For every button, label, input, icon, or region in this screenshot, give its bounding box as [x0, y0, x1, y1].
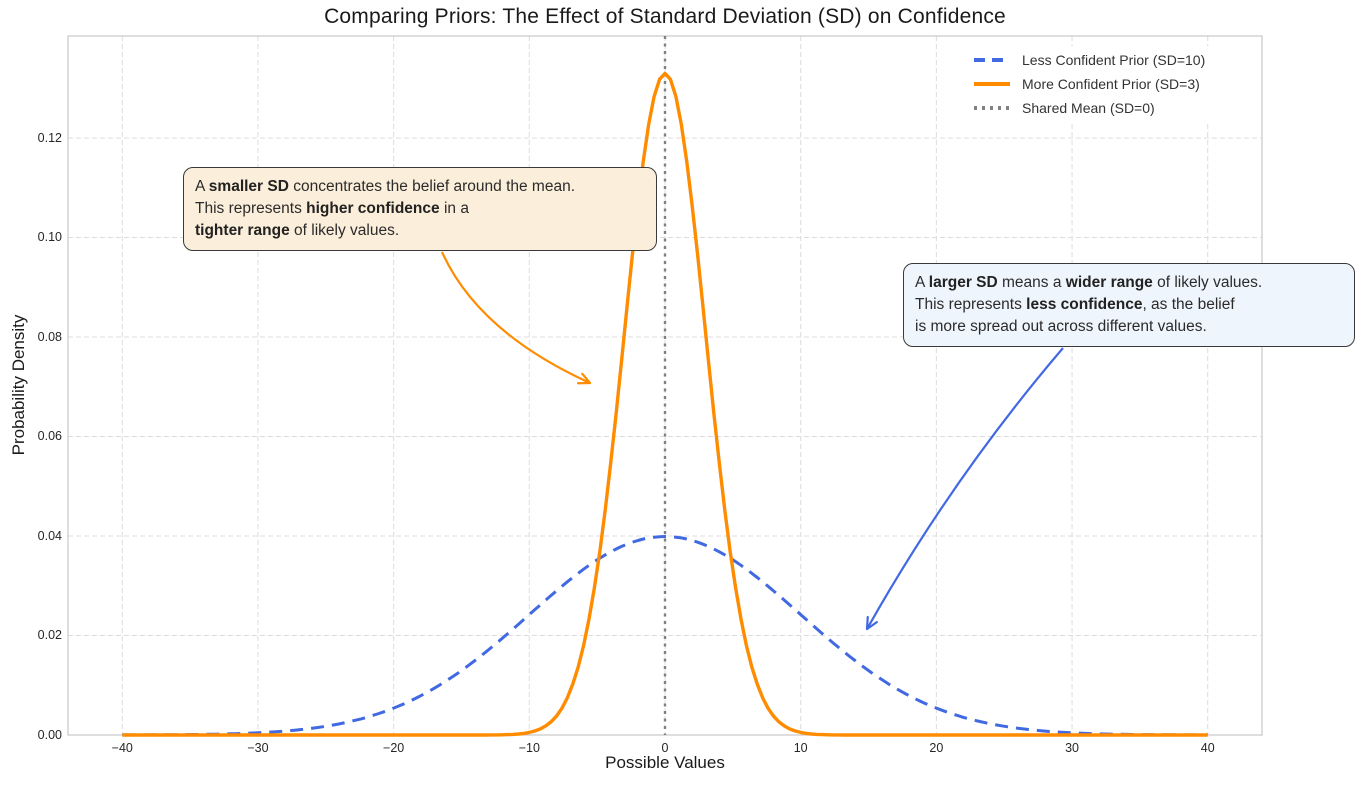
annotation-bold-text: larger SD: [928, 274, 998, 291]
legend-label: Shared Mean (SD=0): [1022, 100, 1155, 116]
curve-less-confident: [122, 535, 1208, 737]
x-tick-label: −20: [383, 741, 405, 755]
annotation-text: This represents: [915, 296, 1027, 313]
annotation-bold-text: tighter range: [195, 222, 290, 239]
annotation-bold-text: smaller SD: [208, 178, 289, 195]
y-tick-label: 0.04: [37, 528, 62, 543]
y-axis-label: Probability Density: [9, 314, 28, 456]
x-tick-label: −30: [247, 741, 269, 755]
x-tick-label: −10: [518, 741, 540, 755]
chart-title: Comparing Priors: The Effect of Standard…: [324, 5, 1006, 28]
annotation-text: in a: [439, 200, 469, 217]
annotation-bold-text: less confidence: [1026, 296, 1143, 313]
y-tick-label: 0.08: [37, 329, 62, 344]
y-tick-label: 0.00: [37, 728, 62, 742]
dashed-line-swatch-icon: [974, 58, 1010, 62]
annotation-text: means a: [997, 274, 1066, 291]
annotation-text: A: [915, 274, 929, 291]
annotation-line: A smaller SD concentrates the belief aro…: [195, 176, 645, 198]
x-tick-label: 10: [793, 741, 808, 755]
arrowhead-icon: [865, 621, 878, 631]
x-axis-label: Possible Values: [605, 753, 725, 772]
legend: Less Confident Prior (SD=10) More Confid…: [968, 46, 1212, 122]
x-tick-label: 30: [1065, 741, 1079, 755]
annotation-bold-text: wider range: [1065, 274, 1153, 291]
annotation-line: tighter range of likely values.: [195, 220, 645, 242]
curve-more-confident: [122, 71, 1208, 737]
y-tick-label: 0.02: [37, 628, 62, 643]
x-tick-label: 40: [1200, 741, 1215, 755]
legend-label: Less Confident Prior (SD=10): [1022, 52, 1206, 68]
arrowhead-icon: [581, 372, 592, 385]
y-tick-label: 0.06: [37, 429, 62, 444]
annotation-line: A larger SD means a wider range of likel…: [915, 272, 1343, 294]
annotation-bold-text: higher confidence: [306, 200, 440, 217]
legend-item-more-confident: More Confident Prior (SD=3): [974, 72, 1205, 96]
annotation-text: of likely values.: [289, 222, 400, 239]
annotation-text: A: [195, 178, 209, 195]
x-tick-label: −40: [111, 741, 133, 755]
annotation-text: of likely values.: [1152, 274, 1263, 291]
y-tick-label: 0.12: [37, 130, 62, 145]
legend-label: More Confident Prior (SD=3): [1022, 76, 1200, 92]
annotation-larger-sd: A larger SD means a wider range of likel…: [903, 263, 1355, 347]
annotation-text: concentrates the belief around the mean.: [288, 178, 576, 195]
arrowhead-icon: [865, 615, 869, 631]
annotation-line: This represents higher confidence in a: [195, 198, 645, 220]
x-tick-label: 0: [661, 741, 669, 755]
legend-item-shared-mean: Shared Mean (SD=0): [974, 96, 1205, 120]
annotation-line: This represents less confidence, as the …: [915, 294, 1343, 316]
x-tick-label: 20: [929, 741, 944, 755]
legend-item-less-confident: Less Confident Prior (SD=10): [974, 48, 1205, 72]
arrow-to-wide-curve: [866, 347, 1064, 630]
arrow-to-narrow-curve: [440, 251, 591, 385]
annotation-line: is more spread out across different valu…: [915, 316, 1343, 338]
dotted-line-swatch-icon: [974, 106, 1010, 110]
annotation-text: This represents: [195, 200, 307, 217]
annotation-text: is more spread out across different valu…: [915, 318, 1207, 335]
solid-line-swatch-icon: [974, 82, 1010, 86]
annotation-text: , as the belief: [1142, 296, 1235, 313]
annotation-smaller-sd: A smaller SD concentrates the belief aro…: [183, 167, 657, 251]
y-tick-label: 0.10: [37, 230, 62, 245]
